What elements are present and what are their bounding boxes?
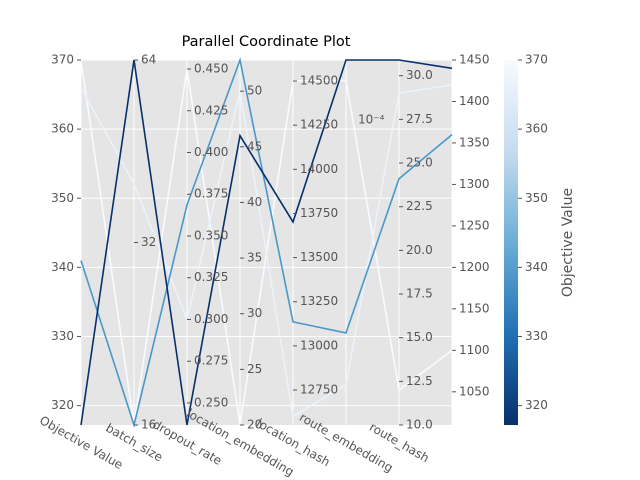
y-tick-label: 1400 — [459, 94, 490, 108]
y-tick-label: 1100 — [459, 343, 490, 357]
y-tick-label: 0.450 — [194, 62, 228, 76]
colorbar — [504, 60, 518, 425]
colorbar-tick-label: 360 — [525, 122, 548, 136]
y-tick-label: 1200 — [459, 260, 490, 274]
trial-line — [80, 84, 453, 418]
y-tick-label: 0.275 — [194, 354, 228, 368]
y-tick-label: 13750 — [300, 206, 338, 220]
y-tick-label: 0.325 — [194, 270, 228, 284]
y-tick-label: 30.0 — [406, 68, 433, 82]
y-tick-label: 370 — [51, 53, 74, 67]
y-tick-label: 27.5 — [406, 112, 433, 126]
y-tick-label: 15.0 — [406, 330, 433, 344]
y-tick-label: 350 — [51, 191, 74, 205]
y-tick-label: 1350 — [459, 135, 490, 149]
trial-line — [80, 57, 453, 428]
colorbar-tick-label: 370 — [525, 53, 548, 67]
y-tick-label: 16 — [141, 418, 156, 432]
y-tick-label: 40 — [247, 195, 262, 209]
y-tick-label: 30 — [247, 306, 262, 320]
y-tick-label: 1250 — [459, 218, 490, 232]
y-tick-label: 340 — [51, 260, 74, 274]
y-tick-label: 1450 — [459, 53, 490, 67]
y-tick-label: 0.400 — [194, 145, 228, 159]
y-tick-label: 32 — [141, 235, 156, 249]
y-tick-label: 13000 — [300, 338, 338, 352]
colorbar-tick-label: 330 — [525, 329, 548, 343]
colorbar-tick-label: 340 — [525, 260, 548, 274]
colorbar-label: Objective Value — [560, 188, 576, 297]
y-tick-label: 1050 — [459, 384, 490, 398]
y-tick-label: 20 — [247, 418, 262, 432]
y-tick-label: 20.0 — [406, 243, 433, 257]
y-tick-label: 0.375 — [194, 187, 228, 201]
y-tick-label: 64 — [141, 53, 156, 67]
y-tick-label: 320 — [51, 398, 74, 412]
y-tick-label: 360 — [51, 122, 74, 136]
y-tick-label: 25 — [247, 362, 262, 376]
y-tick-label: 14250 — [300, 118, 338, 132]
y-tick-label: 14000 — [300, 162, 338, 176]
y-tick-label: 14500 — [300, 74, 338, 88]
colorbar-tick-label: 350 — [525, 191, 548, 205]
y-tick-label: 1150 — [459, 301, 490, 315]
colorbar-tick-label: 320 — [525, 398, 548, 412]
axis-offset-label: 10⁻⁴ — [358, 113, 385, 127]
y-tick-label: 13500 — [300, 250, 338, 264]
y-tick-label: 45 — [247, 139, 262, 153]
y-tick-label: 13250 — [300, 294, 338, 308]
y-tick-label: 330 — [51, 329, 74, 343]
trial-line — [80, 59, 453, 426]
y-tick-label: 50 — [247, 84, 262, 98]
y-tick-label: 10.0 — [406, 418, 433, 432]
y-tick-label: 0.250 — [194, 395, 228, 409]
y-tick-label: 0.425 — [194, 103, 228, 117]
y-tick-label: 0.300 — [194, 312, 228, 326]
y-tick-label: 12750 — [300, 383, 338, 397]
y-tick-label: 17.5 — [406, 287, 433, 301]
y-tick-label: 25.0 — [406, 156, 433, 170]
y-tick-label: 1300 — [459, 177, 490, 191]
y-tick-label: 22.5 — [406, 199, 433, 213]
y-tick-label: 0.350 — [194, 228, 228, 242]
chart-title: Parallel Coordinate Plot — [182, 34, 351, 50]
y-tick-label: 12.5 — [406, 374, 433, 388]
y-tick-label: 35 — [247, 251, 262, 265]
